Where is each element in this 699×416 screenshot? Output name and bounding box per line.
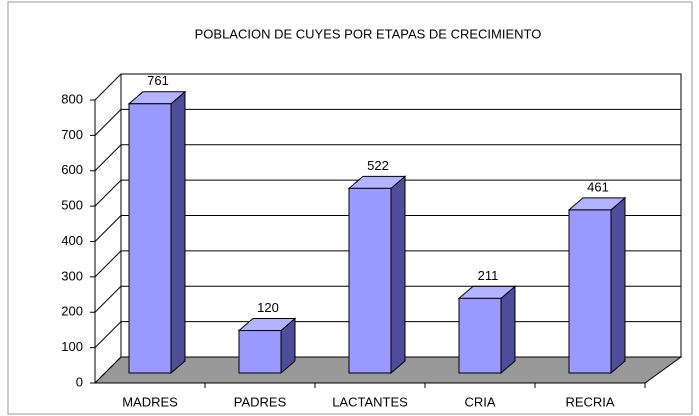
- y-tick-label: 100: [61, 339, 83, 354]
- value-label: 461: [587, 179, 609, 194]
- value-label: 211: [478, 268, 499, 283]
- value-label: 522: [367, 158, 389, 173]
- y-tick-label: 500: [61, 198, 83, 213]
- y-tick-label: 600: [61, 162, 83, 177]
- bar: [128, 103, 172, 374]
- bar: [458, 297, 502, 374]
- value-label: 761: [147, 73, 169, 88]
- bar-side: [610, 196, 626, 375]
- depth-line: [94, 73, 122, 101]
- bar: [348, 187, 392, 374]
- depth-line: [94, 285, 122, 313]
- depth-line: [94, 215, 122, 242]
- y-tick-label: 0: [76, 374, 83, 389]
- x-tick-label: PADRES: [234, 394, 287, 409]
- bar-side: [390, 175, 406, 375]
- y-tick-label: 200: [61, 304, 83, 319]
- x-tick-label: RECRIA: [565, 394, 614, 409]
- y-tick-label: 700: [61, 127, 83, 142]
- depth-line: [94, 321, 122, 348]
- bar-side: [500, 285, 516, 375]
- depth-line: [94, 109, 122, 136]
- y-tick-label: 400: [61, 233, 83, 248]
- bar-side: [170, 90, 186, 375]
- depth-line: [94, 144, 122, 172]
- x-tick-label: CRIA: [464, 394, 495, 409]
- chart-title: POBLACION DE CUYES POR ETAPAS DE CRECIMI…: [195, 26, 542, 41]
- y-tick-label: 300: [61, 268, 83, 283]
- y-tick-label: 800: [61, 91, 83, 106]
- depth-line: [94, 179, 122, 207]
- depth-line: [94, 250, 122, 278]
- bar: [238, 330, 282, 374]
- value-label: 120: [257, 300, 279, 315]
- x-tick-label: MADRES: [122, 394, 178, 409]
- bar: [568, 209, 612, 374]
- depth-line: [94, 356, 122, 384]
- x-tick-label: LACTANTES: [332, 394, 408, 409]
